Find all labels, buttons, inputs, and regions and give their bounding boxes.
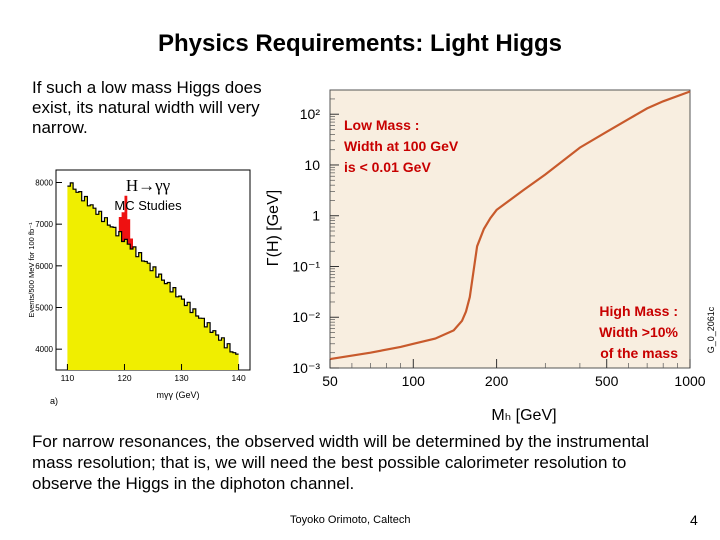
mc-x-tick-label: 110 [61, 373, 75, 383]
figure-id-label: G_0_2061c [706, 306, 716, 353]
mc-y-tick-label: 7000 [35, 220, 53, 229]
width-y-tick-label: 10⁻² [292, 309, 320, 325]
page-number: 4 [690, 512, 698, 528]
low-mass-annotation: Low Mass : Width at 100 GeV is < 0.01 Ge… [344, 117, 459, 175]
process-label: H→γγ [126, 176, 171, 195]
high-mass-line-3: of the mass [600, 345, 678, 361]
mc-yellow-fill [67, 182, 239, 370]
mc-x-tick-label: 130 [174, 373, 188, 383]
high-mass-line-1: High Mass : [599, 303, 678, 319]
width-y-tick-label: 10⁻³ [292, 360, 320, 376]
mc-y-tick-label: 4000 [35, 345, 53, 354]
width-x-tick-label: 50 [322, 373, 338, 389]
width-y-tick-label: 10⁻¹ [292, 258, 320, 274]
high-mass-annotation: High Mass : Width >10% of the mass [599, 303, 678, 361]
mc-y-tick-label: 8000 [35, 179, 53, 188]
width-x-tick-label: 1000 [674, 373, 705, 389]
higgs-width-chart: 10² 10 1 10⁻¹ 10⁻² 10⁻³ 50 100 200 500 1000 Γ(H) … [265, 89, 716, 424]
slide-title: Physics Requirements: Light Higgs [157, 30, 563, 57]
author-credit: Toyoko Orimoto, Caltech [290, 514, 411, 526]
width-x-tick-label: 100 [402, 373, 426, 389]
mc-panel-tag: a) [50, 396, 58, 406]
high-mass-line-2: Width >10% [599, 324, 678, 340]
width-x-tick-label: 200 [485, 373, 509, 389]
mc-x-axis-label: mγγ (GeV) [156, 390, 199, 400]
mc-y-tick-label: 5000 [35, 304, 53, 313]
mc-y-tick-label: 6000 [35, 262, 53, 271]
footer-text: For narrow resonances, the observed widt… [32, 432, 650, 493]
low-mass-line-2: Width at 100 GeV [344, 138, 459, 154]
mc-histogram-figure: 8000 7000 6000 5000 4000 110 120 130 140 Events… [28, 169, 251, 406]
mc-histogram-outline [67, 182, 239, 355]
low-mass-line-3: is < 0.01 GeV [344, 159, 431, 175]
width-y-tick-label: 10 [304, 157, 320, 173]
intro-text: If such a low mass Higgs does exist, its… [32, 78, 262, 137]
mc-x-tick-label: 120 [117, 373, 131, 383]
low-mass-line-1: Low Mass : [344, 117, 419, 133]
width-x-tick-label: 500 [595, 373, 619, 389]
width-x-axis-label: Mₕ [GeV] [491, 407, 556, 424]
mc-y-axis-label: Events/500 MeV for 100 fb⁻¹ [28, 222, 36, 318]
width-y-axis-label: Γ(H) [GeV] [265, 190, 282, 266]
mc-signal-peak [118, 195, 133, 249]
higgs-width-curve [329, 90, 691, 361]
width-plot-background [329, 89, 691, 369]
mc-x-tick-label: 140 [231, 373, 245, 383]
width-y-tick-label: 10² [300, 106, 321, 122]
width-y-tick-label: 1 [312, 208, 320, 224]
mc-studies-label: MC Studies [114, 198, 182, 213]
